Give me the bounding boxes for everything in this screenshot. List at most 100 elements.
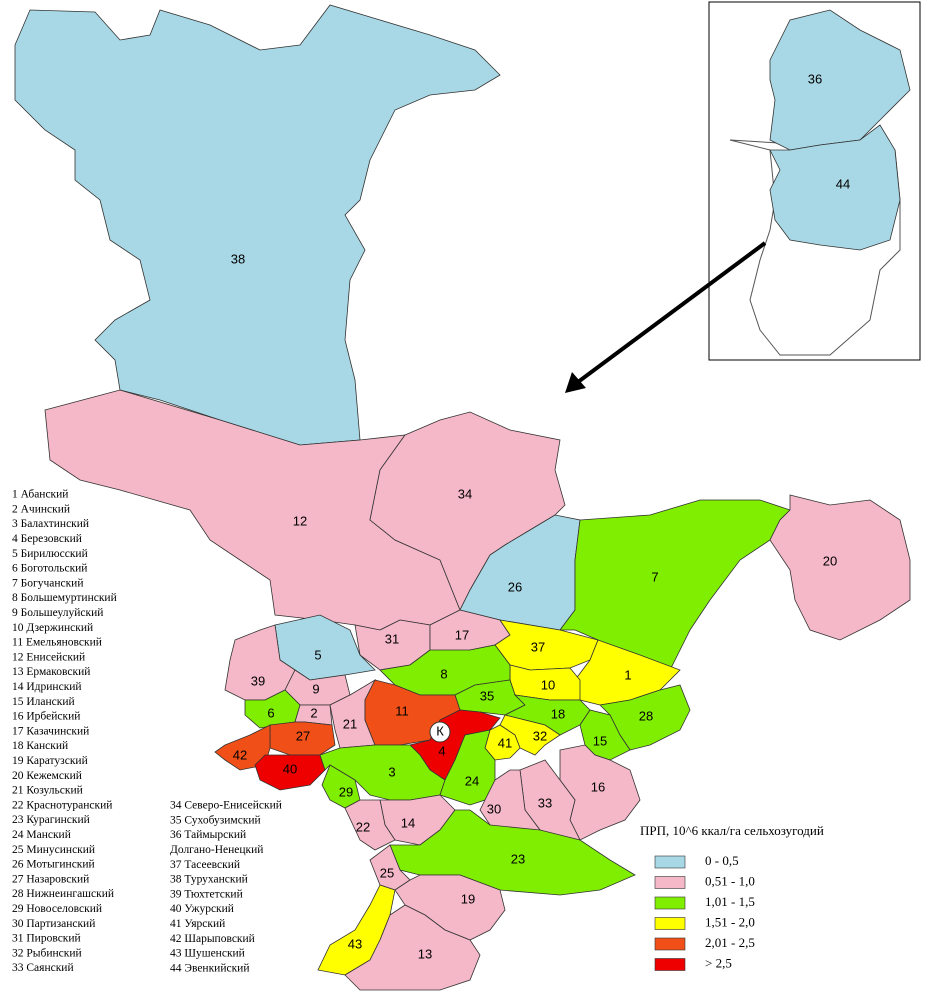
region bbox=[344, 799, 396, 851]
region-label: 39 bbox=[251, 673, 265, 688]
district-entry: 3 Балахтинский bbox=[12, 518, 89, 530]
district-entry: 5 Бирилюсский bbox=[12, 548, 88, 560]
legend-label: > 2,5 bbox=[705, 955, 732, 970]
district-entry: 42 Шарыповский bbox=[170, 933, 255, 945]
region-label: 38 bbox=[231, 251, 245, 266]
district-entry: 26 Мотыгинский bbox=[12, 859, 95, 871]
region-label: 14 bbox=[401, 815, 415, 830]
region-label: 22 bbox=[356, 819, 370, 834]
region-label: 6 bbox=[267, 705, 274, 720]
region-label: 8 bbox=[440, 666, 447, 681]
district-entry: 22 Краснотуранский bbox=[12, 799, 112, 811]
region-label: 25 bbox=[380, 865, 394, 880]
district-entry: 10 Дзержинский bbox=[12, 622, 93, 634]
district-entry: 29 Новоселовский bbox=[12, 903, 102, 915]
region-label: 32 bbox=[533, 728, 547, 743]
region-label: 18 bbox=[551, 706, 565, 721]
region-label: 29 bbox=[339, 784, 353, 799]
legend-swatch bbox=[654, 917, 686, 930]
district-entry: 17 Казачинский bbox=[12, 725, 89, 737]
region-label: 20 bbox=[823, 553, 837, 568]
legend-title: ПРП, 10^6 ккал/га сельхозугодий bbox=[640, 823, 824, 838]
region-label: 34 bbox=[458, 486, 472, 501]
legend-label: 1,51 - 2,0 bbox=[705, 914, 755, 929]
legend-label: 0 - 0,5 bbox=[705, 853, 739, 868]
legend-swatch bbox=[654, 855, 686, 869]
region-label: 41 bbox=[498, 735, 512, 750]
district-entry: 2 Ачинский bbox=[12, 503, 70, 515]
district-entry: 37 Тасеевский bbox=[170, 859, 240, 871]
district-entry: 35 Сухобузимский bbox=[170, 814, 261, 826]
region-label: 28 bbox=[639, 708, 653, 723]
region-label: 43 bbox=[348, 936, 362, 951]
region-label: 26 bbox=[508, 579, 522, 594]
region-label: 21 bbox=[343, 716, 357, 731]
district-entry: 9 Большеулуйский bbox=[12, 607, 103, 619]
legend-label: 1,01 - 1,5 bbox=[705, 894, 755, 909]
district-entry: 34 Северо-Енисейский bbox=[170, 800, 282, 812]
arrow-head bbox=[565, 372, 586, 393]
legend-swatch bbox=[654, 876, 686, 889]
district-entry: 28 Нижнеингашский bbox=[12, 888, 114, 900]
district-entry: 44 Эвенкийский bbox=[170, 962, 249, 974]
legend-swatch bbox=[654, 958, 686, 971]
region bbox=[344, 904, 481, 991]
district-entry: 32 Рыбинский bbox=[12, 947, 82, 959]
district-entry: 41 Уярский bbox=[170, 918, 225, 930]
district-entry: 38 Туруханский bbox=[170, 874, 248, 886]
city-label: К bbox=[436, 723, 444, 738]
district-entry: 19 Каратузский bbox=[12, 755, 88, 767]
region-label: 12 bbox=[293, 513, 307, 528]
region-label: 1 bbox=[624, 667, 631, 682]
region-label: 19 bbox=[461, 891, 475, 906]
district-entry: 43 Шушенский bbox=[170, 948, 245, 960]
region-label: 5 bbox=[314, 647, 321, 662]
district-entry: 21 Козульский bbox=[12, 785, 83, 797]
district-entry: 6 Боготольский bbox=[12, 563, 87, 575]
region bbox=[254, 754, 326, 791]
district-entry: 31 Пировский bbox=[12, 933, 81, 945]
district-entry: 23 Курагинский bbox=[12, 814, 90, 826]
region-label: 40 bbox=[283, 761, 297, 776]
district-entry: 36 Таймырский bbox=[170, 829, 246, 841]
district-entry: 11 Емельяновский bbox=[12, 637, 102, 649]
region-label: 13 bbox=[418, 946, 432, 961]
district-entry: 27 Назаровский bbox=[12, 873, 89, 885]
city-marker bbox=[429, 721, 451, 743]
region bbox=[439, 729, 496, 806]
region-label: 11 bbox=[395, 703, 409, 718]
region-label: 24 bbox=[465, 773, 479, 788]
district-entry: 14 Идринский bbox=[12, 681, 82, 693]
district-entry: 13 Ермаковский bbox=[12, 666, 90, 678]
region-label: 15 bbox=[593, 733, 607, 748]
region-label: 33 bbox=[538, 795, 552, 810]
region-label: 42 bbox=[233, 747, 247, 762]
district-entry: Долгано-Ненецкий bbox=[170, 844, 263, 856]
region-label: 4 bbox=[438, 743, 445, 758]
region-label: 35 bbox=[480, 688, 494, 703]
district-entry: 12 Енисейский bbox=[12, 651, 85, 663]
inset-region bbox=[769, 124, 901, 251]
region-label: 9 bbox=[312, 681, 319, 696]
region-label: 3 bbox=[388, 764, 395, 779]
region bbox=[269, 721, 336, 756]
region-label: 7 bbox=[651, 569, 658, 584]
region-label: 17 bbox=[455, 627, 469, 642]
region-label: 16 bbox=[591, 779, 605, 794]
district-entry: 16 Ирбейский bbox=[12, 711, 80, 723]
region-label: 10 bbox=[541, 677, 555, 692]
region-label: 30 bbox=[487, 801, 501, 816]
district-entry: 1 Абанский bbox=[12, 489, 68, 501]
inset-region bbox=[769, 9, 911, 151]
region-label: 44 bbox=[836, 176, 850, 191]
region-label: 27 bbox=[296, 728, 310, 743]
district-entry: 7 Богучанский bbox=[12, 577, 84, 589]
legend-swatch bbox=[654, 937, 686, 951]
district-entry: 30 Партизанский bbox=[12, 918, 95, 930]
region-label: 31 bbox=[385, 631, 399, 646]
region bbox=[769, 494, 911, 641]
region-label: 2 bbox=[310, 705, 317, 720]
district-entry: 18 Канский bbox=[12, 740, 68, 752]
region-label: 37 bbox=[531, 639, 545, 654]
